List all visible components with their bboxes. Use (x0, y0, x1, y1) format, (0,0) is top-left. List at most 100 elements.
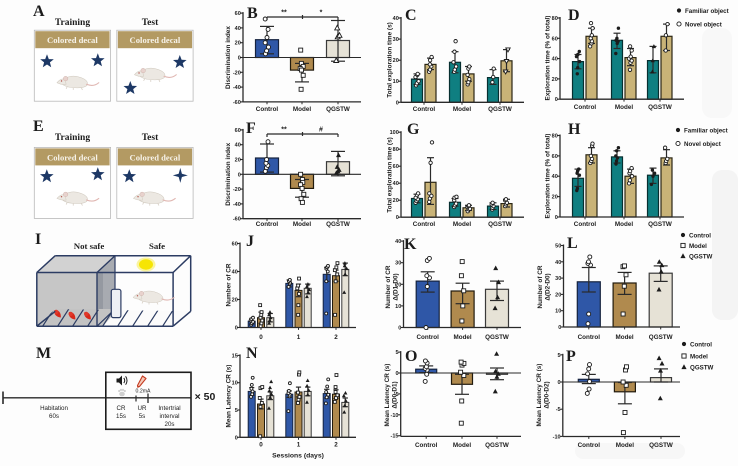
svg-text:20s: 20s (165, 421, 175, 428)
svg-text:20: 20 (393, 198, 399, 204)
svg-text:0: 0 (395, 371, 398, 377)
svg-text:QGSTW: QGSTW (649, 442, 673, 449)
svg-text:20: 20 (552, 77, 558, 83)
svg-text:Control: Control (574, 104, 597, 111)
svg-text:N: N (246, 345, 258, 362)
svg-text:60: 60 (552, 154, 558, 160)
svg-text:40: 40 (395, 239, 401, 245)
svg-text:-5: -5 (556, 407, 561, 413)
svg-text:**: ** (281, 127, 287, 134)
svg-text:QGSTW: QGSTW (488, 221, 512, 228)
svg-text:60: 60 (232, 242, 238, 248)
svg-text:QGSTW: QGSTW (690, 365, 714, 372)
svg-text:F: F (246, 120, 256, 137)
svg-text:× 50: × 50 (195, 391, 216, 403)
svg-text:Model: Model (453, 334, 471, 341)
svg-text:K: K (404, 236, 417, 253)
svg-text:QGSTW: QGSTW (648, 104, 672, 111)
svg-text:20: 20 (232, 298, 238, 304)
svg-text:60: 60 (552, 36, 558, 42)
svg-text:60: 60 (235, 11, 241, 17)
svg-text:-40: -40 (233, 85, 241, 91)
svg-text:Colored decal: Colored decal (47, 35, 98, 45)
svg-text:Model: Model (453, 442, 471, 449)
svg-text:Control: Control (415, 442, 438, 449)
svg-text:Familiar object: Familiar object (684, 128, 728, 135)
svg-text:40: 40 (235, 143, 241, 149)
svg-text:Model: Model (293, 221, 311, 228)
svg-text:40: 40 (235, 26, 241, 32)
svg-text:Control: Control (413, 106, 436, 113)
svg-text:40: 40 (555, 260, 561, 266)
svg-text:-20: -20 (233, 187, 241, 193)
svg-text:20: 20 (555, 292, 561, 298)
svg-text:Mean Latency CR (s): Mean Latency CR (s) (536, 364, 543, 427)
svg-text:5s: 5s (139, 413, 146, 420)
svg-text:30: 30 (393, 37, 399, 43)
svg-text:40: 40 (552, 174, 558, 180)
svg-text:-60: -60 (233, 100, 241, 106)
svg-text:Safe: Safe (149, 241, 165, 251)
svg-text:Model: Model (453, 221, 471, 228)
svg-text:C: C (405, 7, 417, 24)
svg-text:Number of CR: Number of CR (226, 263, 233, 306)
svg-text:J: J (246, 233, 254, 250)
svg-text:Training: Training (55, 18, 90, 28)
svg-text:0: 0 (259, 334, 263, 341)
svg-text:10: 10 (232, 381, 238, 387)
svg-text:30: 30 (555, 276, 561, 282)
svg-text:Control: Control (690, 342, 712, 349)
svg-text:Model: Model (615, 104, 633, 111)
svg-text:0: 0 (238, 172, 241, 178)
svg-text:H: H (568, 121, 581, 138)
svg-text:Colored decal: Colored decal (130, 35, 181, 45)
svg-text:G: G (407, 121, 420, 138)
svg-text:Control: Control (413, 221, 436, 228)
svg-text:M: M (36, 345, 51, 362)
svg-text:Exploration time (% of total): Exploration time (% of total) (545, 134, 552, 219)
svg-text:Model: Model (689, 243, 707, 250)
svg-text:Total exploration time (s): Total exploration time (s) (387, 137, 394, 213)
svg-text:Control: Control (689, 233, 711, 240)
svg-text:#: # (319, 127, 323, 134)
svg-text:UR: UR (138, 405, 147, 412)
svg-text:10: 10 (555, 309, 561, 315)
svg-text:Colored decal: Colored decal (47, 152, 98, 162)
svg-text:**: ** (281, 10, 287, 17)
svg-text:15: 15 (232, 353, 238, 359)
svg-text:1: 1 (297, 442, 301, 449)
svg-text:40: 40 (552, 57, 558, 63)
svg-text:0: 0 (396, 100, 399, 106)
svg-text:QGSTW: QGSTW (326, 221, 350, 228)
svg-text:O: O (405, 348, 417, 365)
svg-text:Not safe: Not safe (74, 241, 105, 251)
svg-text:-10: -10 (553, 434, 561, 440)
svg-text:Δ(D1-D0): Δ(D1-D0) (393, 273, 400, 300)
svg-text:Δ(D0-D2): Δ(D0-D2) (544, 381, 551, 408)
svg-text:Novel object: Novel object (684, 141, 721, 148)
svg-text:Control: Control (574, 221, 597, 228)
svg-text:50: 50 (555, 244, 561, 250)
svg-text:QGSTW: QGSTW (488, 106, 512, 113)
svg-text:20: 20 (552, 195, 558, 201)
svg-text:0: 0 (235, 435, 238, 441)
svg-text:Exploration time (% of total): Exploration time (% of total) (545, 16, 552, 101)
svg-text:0.2mA: 0.2mA (136, 389, 152, 395)
svg-text:2: 2 (334, 442, 338, 449)
svg-text:Control: Control (256, 106, 279, 113)
svg-text:0: 0 (555, 215, 558, 221)
svg-text:-60: -60 (233, 217, 241, 223)
svg-text:60: 60 (393, 164, 399, 170)
svg-text:0: 0 (238, 56, 241, 62)
svg-text:Test: Test (142, 133, 159, 143)
svg-text:60s: 60s (49, 413, 59, 420)
svg-text:I: I (35, 231, 41, 248)
svg-text:Intertrial: Intertrial (158, 405, 180, 412)
svg-text:Model: Model (293, 106, 311, 113)
svg-text:2: 2 (334, 334, 338, 341)
svg-text:Model: Model (453, 106, 471, 113)
svg-text:0: 0 (235, 326, 238, 332)
svg-text:Habitation: Habitation (40, 405, 68, 412)
svg-text:80: 80 (552, 16, 558, 22)
svg-text:Control: Control (417, 334, 440, 341)
